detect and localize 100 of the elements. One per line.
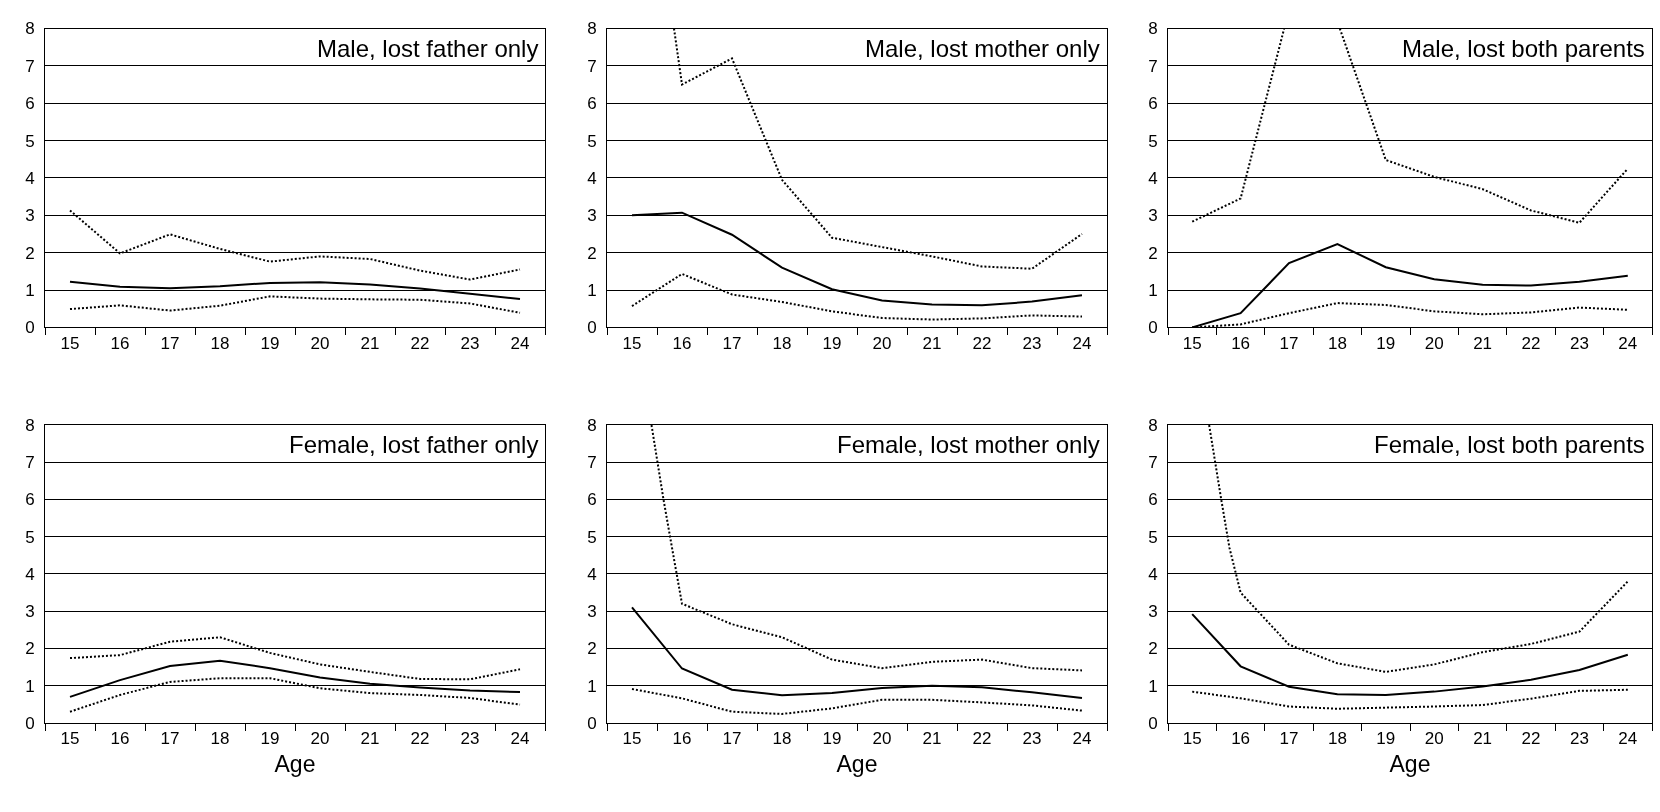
y-tick-label: 8: [1148, 415, 1158, 435]
y-tick-label: 5: [587, 527, 597, 547]
y-tick-label: 1: [25, 676, 35, 696]
x-tick-label: 17: [1279, 729, 1299, 749]
x-tick-label: 22: [410, 729, 430, 749]
x-tick-label: 20: [872, 333, 892, 353]
y-tick-label: 0: [1148, 318, 1158, 338]
y-tick-label: 2: [25, 243, 35, 263]
chart-title: Male, lost mother only: [865, 35, 1100, 62]
y-tick-label: 8: [587, 19, 597, 39]
x-tick-label: 18: [772, 729, 792, 749]
x-tick-label: 19: [260, 729, 280, 749]
x-tick-label: 15: [1182, 333, 1202, 353]
chart-title: Male, lost both parents: [1402, 35, 1645, 62]
x-tick-label: 21: [1473, 333, 1493, 353]
y-tick-label: 5: [1148, 131, 1158, 151]
x-tick-label: 23: [460, 729, 480, 749]
x-tick-label: 16: [110, 729, 130, 749]
x-tick-label: 17: [722, 729, 742, 749]
y-tick-label: 6: [1148, 490, 1158, 510]
y-tick-label: 2: [587, 243, 597, 263]
y-tick-label: 2: [587, 639, 597, 659]
x-tick-label: 20: [1424, 333, 1444, 353]
y-tick-label: 6: [1148, 94, 1158, 114]
x-tick-label: 24: [510, 729, 530, 749]
y-tick-label: 6: [587, 94, 597, 114]
x-tick-label: 19: [822, 333, 842, 353]
x-tick-label: 22: [410, 333, 430, 353]
y-tick-label: 2: [25, 639, 35, 659]
y-tick-label: 3: [587, 602, 597, 622]
x-tick-label: 23: [460, 333, 480, 353]
x-tick-label: 18: [210, 729, 230, 749]
y-tick-label: 2: [1148, 639, 1158, 659]
x-tick-label: 21: [360, 729, 380, 749]
x-tick-label: 21: [922, 729, 942, 749]
x-tick-label: 24: [1618, 729, 1638, 749]
y-tick-label: 5: [25, 527, 35, 547]
y-tick-label: 5: [25, 131, 35, 151]
x-tick-label: 24: [1072, 729, 1092, 749]
x-tick-label: 16: [110, 333, 130, 353]
y-tick-label: 3: [25, 206, 35, 226]
y-tick-label: 3: [25, 602, 35, 622]
y-tick-label: 7: [587, 56, 597, 76]
y-tick-label: 6: [587, 490, 597, 510]
y-tick-label: 0: [25, 713, 35, 733]
x-tick-label: 23: [1022, 729, 1042, 749]
x-tick-label: 18: [210, 333, 230, 353]
x-tick-label: 21: [922, 333, 942, 353]
y-tick-label: 5: [1148, 527, 1158, 547]
x-tick-label: 16: [1231, 729, 1251, 749]
x-tick-label: 17: [160, 333, 180, 353]
y-tick-label: 4: [587, 564, 597, 584]
x-tick-label: 16: [1231, 333, 1251, 353]
y-tick-label: 4: [1148, 564, 1158, 584]
x-tick-label: 15: [1182, 729, 1202, 749]
y-tick-label: 6: [25, 94, 35, 114]
y-tick-label: 1: [587, 280, 597, 300]
x-tick-label: 19: [1376, 729, 1396, 749]
x-tick-label: 20: [872, 729, 892, 749]
x-tick-label: 18: [1327, 333, 1347, 353]
x-tick-label: 22: [1521, 333, 1541, 353]
y-tick-label: 3: [1148, 206, 1158, 226]
x-tick-label: 15: [60, 729, 80, 749]
x-tick-label: 15: [622, 333, 642, 353]
y-tick-label: 7: [1148, 56, 1158, 76]
x-tick-label: 19: [1376, 333, 1396, 353]
y-tick-label: 8: [1148, 19, 1158, 39]
chart-title: Female, lost father only: [289, 431, 539, 458]
y-tick-label: 1: [587, 676, 597, 696]
y-tick-label: 0: [1148, 713, 1158, 733]
x-tick-label: 20: [310, 333, 330, 353]
y-tick-label: 7: [587, 453, 597, 473]
x-tick-label: 17: [160, 729, 180, 749]
x-tick-label: 20: [1424, 729, 1444, 749]
x-tick-label: 15: [622, 729, 642, 749]
x-tick-label: 21: [360, 333, 380, 353]
x-tick-label: 24: [1618, 333, 1638, 353]
x-tick-label: 22: [972, 729, 992, 749]
y-tick-label: 7: [25, 56, 35, 76]
y-tick-label: 4: [587, 168, 597, 188]
y-tick-label: 8: [587, 415, 597, 435]
x-axis-title: Age: [274, 750, 316, 777]
y-tick-label: 0: [587, 318, 597, 338]
x-tick-label: 21: [1473, 729, 1493, 749]
x-tick-label: 16: [672, 729, 692, 749]
y-tick-label: 1: [1148, 280, 1158, 300]
x-axis-title: Age: [836, 750, 878, 777]
y-tick-label: 1: [25, 280, 35, 300]
x-tick-label: 15: [60, 333, 80, 353]
x-tick-label: 19: [822, 729, 842, 749]
y-tick-label: 7: [1148, 453, 1158, 473]
x-tick-label: 20: [310, 729, 330, 749]
y-tick-label: 4: [25, 168, 35, 188]
y-tick-label: 3: [1148, 602, 1158, 622]
y-tick-label: 4: [1148, 168, 1158, 188]
y-tick-label: 5: [587, 131, 597, 151]
y-tick-label: 7: [25, 453, 35, 473]
x-tick-label: 18: [772, 333, 792, 353]
y-tick-label: 0: [25, 318, 35, 338]
chart-title: Male, lost father only: [317, 35, 539, 62]
